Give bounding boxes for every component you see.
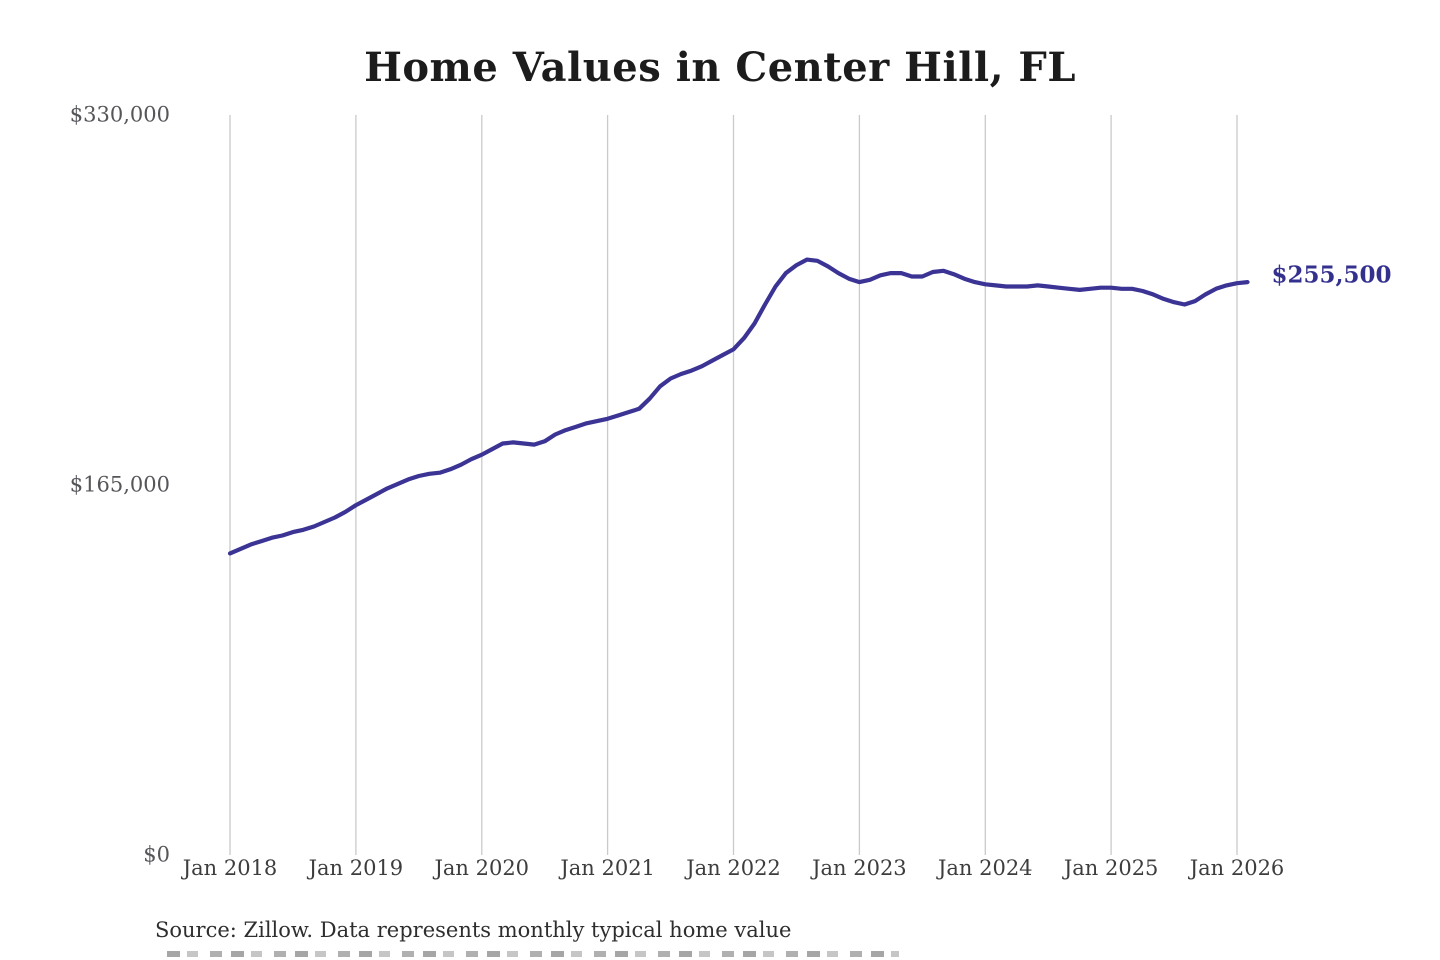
x-tick-label: Jan 2026 xyxy=(1189,856,1285,880)
y-tick-label: $0 xyxy=(143,842,170,867)
home-value-line xyxy=(227,257,1250,556)
chart-title: Home Values in Center Hill, FL xyxy=(364,44,1076,91)
x-tick-label: Jan 2021 xyxy=(560,856,655,880)
source-note: Source: Zillow. Data represents monthly … xyxy=(155,918,792,942)
x-tick-label: Jan 2020 xyxy=(434,856,530,880)
x-tick-label: Jan 2025 xyxy=(1063,856,1159,880)
clipped-text-sliver xyxy=(167,951,899,957)
latest-value-label: $255,500 xyxy=(1271,261,1392,289)
y-tick-label: $165,000 xyxy=(69,472,170,497)
x-tick-label: Jan 2022 xyxy=(686,856,781,880)
x-tick-label: Jan 2023 xyxy=(812,856,907,880)
y-tick-label: $330,000 xyxy=(69,102,170,127)
x-tick-label: Jan 2018 xyxy=(182,856,278,880)
x-tick-label: Jan 2019 xyxy=(308,856,404,880)
x-tick-label: Jan 2024 xyxy=(937,856,1033,880)
